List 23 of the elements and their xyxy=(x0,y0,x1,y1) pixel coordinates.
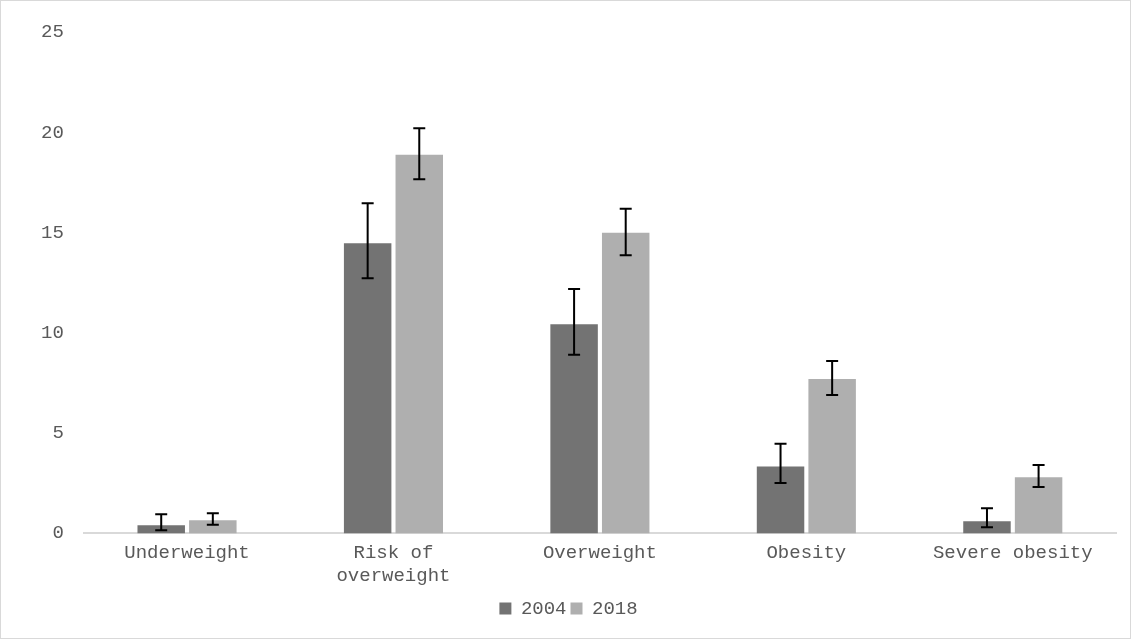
x-tick-label: Underweight xyxy=(124,541,250,564)
bar xyxy=(1014,477,1063,534)
x-tick-label: Obesity xyxy=(766,541,847,564)
bar xyxy=(550,324,598,534)
y-tick-label: 10 xyxy=(40,322,64,345)
x-tick-label: Risk of overweight xyxy=(336,541,451,587)
x-tick-label: Severe obesity xyxy=(932,541,1093,564)
legend-label: 2018 xyxy=(592,597,638,620)
bar xyxy=(756,466,805,534)
y-tick-label: 5 xyxy=(52,422,64,445)
bar xyxy=(395,154,444,534)
y-tick-label: 0 xyxy=(52,522,64,545)
bar xyxy=(343,243,392,534)
bar xyxy=(963,521,1011,534)
bar xyxy=(189,520,237,534)
bar xyxy=(601,232,650,534)
bar xyxy=(137,525,185,534)
legend-label: 2004 xyxy=(520,597,567,620)
y-tick-label: 25 xyxy=(40,21,64,44)
x-tick-label: Overweight xyxy=(542,541,657,564)
y-tick-label: 20 xyxy=(40,121,64,144)
bar xyxy=(808,379,856,534)
y-tick-label: 15 xyxy=(40,221,64,244)
